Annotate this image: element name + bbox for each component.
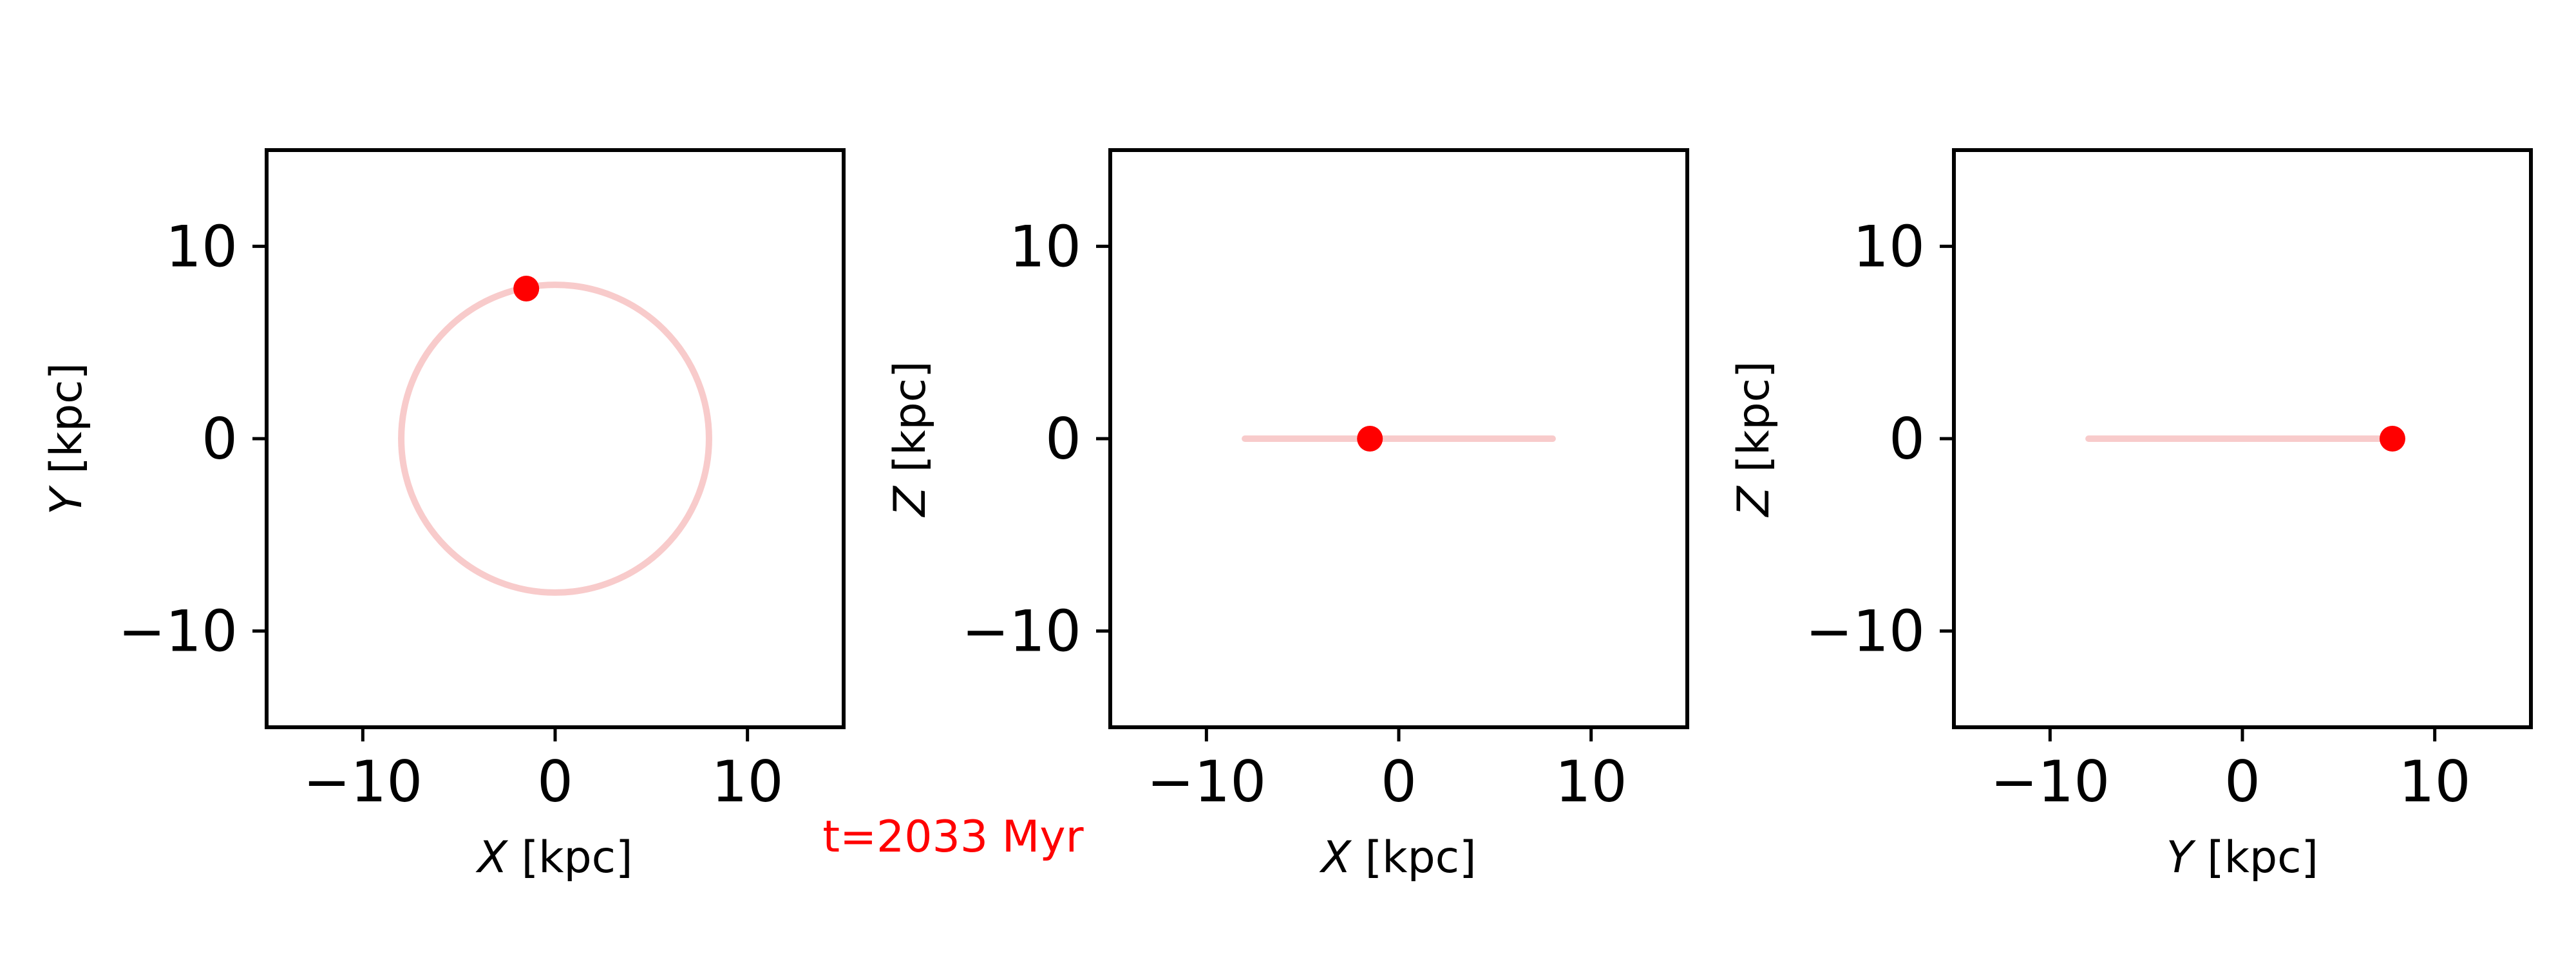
x-tick-label: 10 [712, 749, 784, 815]
x-tick-label: 0 [537, 749, 573, 815]
orbit-trace [398, 281, 712, 596]
x-tick-label: −10 [303, 749, 422, 815]
x-tick-label: 0 [2224, 749, 2260, 815]
x-tick-label: −10 [1146, 749, 1266, 815]
x-axis-label: X [kpc] [475, 832, 632, 883]
x-tick-label: 10 [2399, 749, 2471, 815]
y-axis-label: Z [kpc] [885, 361, 936, 517]
panels: −10 0 10 −10 0 10 X [kpc] Y [kpc] −10 0 10 −10 0 10 X … [41, 148, 2533, 883]
axes-frame [265, 148, 846, 729]
x-tick-label: 10 [1555, 749, 1627, 815]
y-axis-label: Y [kpc] [41, 363, 92, 515]
current-position-marker [1357, 426, 1383, 452]
panel-2: −10 0 10 −10 0 10 X [kpc] Z [kpc] [885, 148, 1689, 883]
y-tick-label: −10 [118, 598, 238, 665]
x-axis-label: Y [kpc] [2166, 832, 2318, 883]
x-tick-label: −10 [1990, 749, 2110, 815]
time-annotation: t=2033 Myr [822, 812, 1083, 863]
y-tick-label: −10 [1805, 598, 1925, 665]
y-tick-label: 10 [1009, 213, 1081, 280]
y-tick-label: 0 [1889, 406, 1925, 472]
x-axis-label: X [kpc] [1319, 832, 1476, 883]
y-tick-label: 0 [1045, 406, 1081, 472]
y-tick-label: 10 [166, 213, 238, 280]
panel-3: −10 0 10 −10 0 10 Y [kpc] Z [kpc] [1728, 148, 2533, 883]
y-axis-label: Z [kpc] [1728, 361, 1779, 517]
current-position-marker [513, 276, 540, 302]
y-tick-label: 10 [1853, 213, 1925, 280]
y-tick-label: −10 [961, 598, 1081, 665]
y-tick-label: 0 [202, 406, 238, 472]
panel-1: −10 0 10 −10 0 10 X [kpc] Y [kpc] [41, 148, 846, 883]
current-position-marker [2379, 426, 2405, 452]
x-tick-label: 0 [1381, 749, 1417, 815]
